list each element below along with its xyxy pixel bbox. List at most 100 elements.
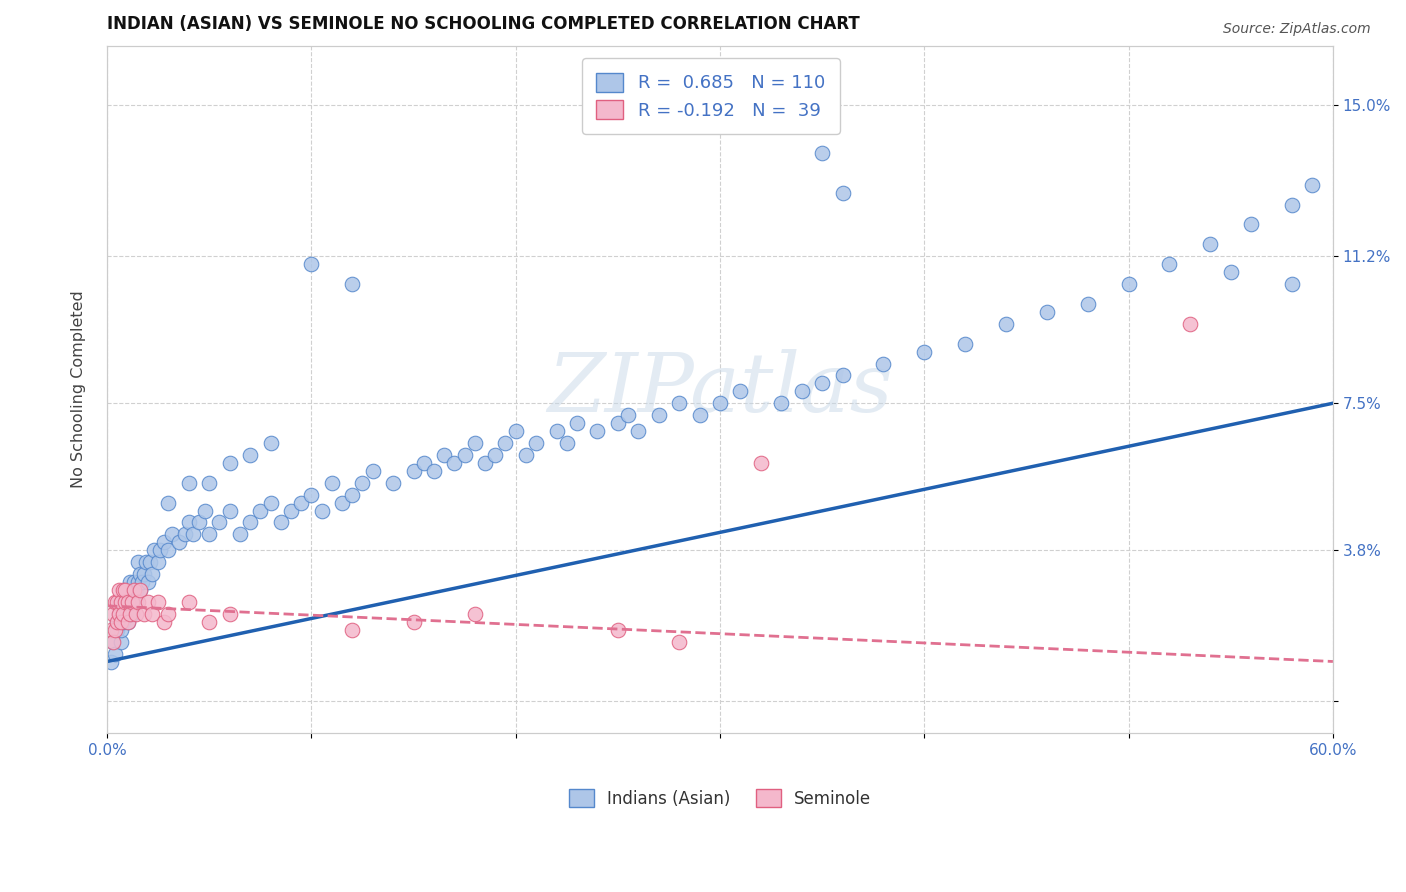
Point	[112, 582, 135, 597]
Point	[146, 555, 169, 569]
Point	[1219, 265, 1241, 279]
Point	[831, 186, 853, 200]
Point	[177, 595, 200, 609]
Point	[167, 535, 190, 549]
Point	[995, 317, 1018, 331]
Point	[177, 516, 200, 530]
Point	[342, 623, 364, 637]
Legend: Indians (Asian), Seminole: Indians (Asian), Seminole	[562, 782, 877, 814]
Text: ZIPatlas: ZIPatlas	[547, 350, 893, 429]
Point	[239, 448, 262, 462]
Point	[689, 408, 711, 422]
Point	[110, 634, 132, 648]
Point	[122, 575, 145, 590]
Point	[402, 464, 425, 478]
Point	[114, 595, 136, 609]
Point	[1118, 277, 1140, 291]
Point	[110, 615, 132, 629]
Point	[218, 456, 240, 470]
Point	[188, 516, 211, 530]
Point	[218, 607, 240, 621]
Point	[114, 582, 136, 597]
Point	[299, 488, 322, 502]
Point	[100, 623, 122, 637]
Point	[1159, 257, 1181, 271]
Point	[149, 543, 172, 558]
Point	[617, 408, 640, 422]
Point	[177, 475, 200, 490]
Point	[122, 582, 145, 597]
Point	[128, 582, 150, 597]
Point	[484, 448, 506, 462]
Point	[112, 607, 135, 621]
Point	[546, 424, 568, 438]
Point	[709, 396, 731, 410]
Point	[464, 436, 486, 450]
Point	[229, 527, 252, 541]
Point	[108, 607, 131, 621]
Point	[342, 488, 364, 502]
Point	[128, 567, 150, 582]
Point	[259, 436, 281, 450]
Point	[105, 595, 128, 609]
Point	[198, 527, 221, 541]
Point	[1036, 305, 1059, 319]
Point	[157, 543, 180, 558]
Point	[117, 595, 139, 609]
Point	[770, 396, 793, 410]
Text: Source: ZipAtlas.com: Source: ZipAtlas.com	[1223, 22, 1371, 37]
Point	[121, 595, 143, 609]
Point	[330, 495, 353, 509]
Point	[135, 555, 157, 569]
Point	[299, 257, 322, 271]
Point	[749, 456, 772, 470]
Point	[1077, 297, 1099, 311]
Point	[117, 615, 139, 629]
Point	[121, 607, 143, 621]
Point	[118, 607, 141, 621]
Point	[127, 595, 149, 609]
Point	[953, 336, 976, 351]
Point	[280, 503, 302, 517]
Point	[208, 516, 231, 530]
Point	[136, 575, 159, 590]
Point	[141, 567, 163, 582]
Point	[112, 595, 135, 609]
Point	[153, 615, 176, 629]
Point	[124, 607, 146, 621]
Point	[124, 582, 146, 597]
Point	[103, 607, 125, 621]
Point	[1281, 277, 1303, 291]
Point	[132, 567, 155, 582]
Point	[105, 623, 128, 637]
Point	[157, 607, 180, 621]
Point	[1178, 317, 1201, 331]
Point	[124, 595, 146, 609]
Point	[524, 436, 547, 450]
Point	[103, 634, 125, 648]
Point	[872, 357, 894, 371]
Point	[117, 595, 139, 609]
Point	[321, 475, 343, 490]
Point	[1199, 237, 1222, 252]
Point	[453, 448, 475, 462]
Y-axis label: No Schooling Completed: No Schooling Completed	[72, 291, 86, 488]
Point	[342, 277, 364, 291]
Point	[198, 615, 221, 629]
Point	[811, 145, 834, 160]
Point	[128, 582, 150, 597]
Point	[1301, 178, 1323, 192]
Point	[136, 595, 159, 609]
Point	[121, 595, 143, 609]
Point	[104, 595, 127, 609]
Point	[153, 535, 176, 549]
Point	[730, 384, 752, 399]
Point	[117, 615, 139, 629]
Point	[105, 615, 128, 629]
Point	[382, 475, 405, 490]
Point	[173, 527, 195, 541]
Point	[606, 623, 628, 637]
Point	[127, 555, 149, 569]
Point	[831, 368, 853, 383]
Point	[402, 615, 425, 629]
